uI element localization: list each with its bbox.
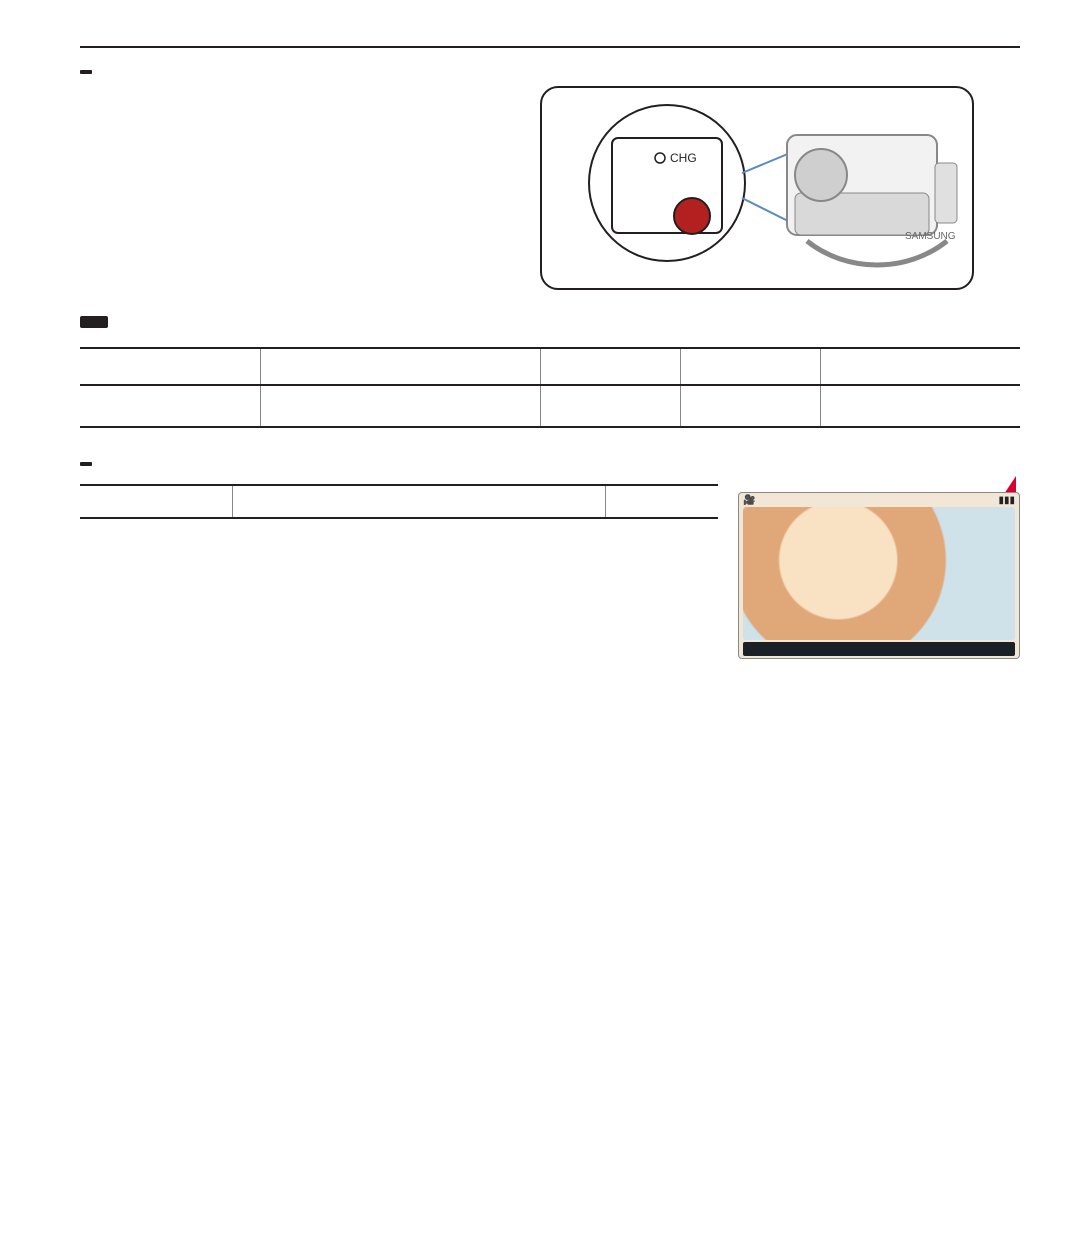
t1-h-charging (540, 348, 680, 385)
lcd-preview: 🎥 ▮▮▮ (738, 492, 1020, 659)
subsection-1-heading (80, 70, 1020, 74)
t1-cell-err (820, 385, 1020, 427)
t1-rowlabel (80, 385, 260, 427)
svg-text:CHG: CHG (670, 151, 697, 165)
t2-h-msg (606, 485, 719, 518)
battery-level-table (80, 484, 718, 519)
chg-indicator-label (80, 316, 108, 328)
t1-h-low (260, 348, 540, 385)
battery-indicator-icon: ▮▮▮ (998, 495, 1015, 507)
t1-h-full (680, 348, 820, 385)
led-dot-orange-icon (600, 392, 620, 412)
svg-text:SAMSUNG: SAMSUNG (905, 231, 956, 242)
t2-h-icon (80, 485, 233, 518)
t1-h-state (80, 348, 260, 385)
chapter-title (80, 40, 1020, 48)
subsection-2-heading (80, 462, 1020, 466)
t1-cell-low (260, 385, 540, 427)
camcorder-illustration: CHG SAMSUNG (540, 86, 974, 290)
t2-h-state (233, 485, 606, 518)
t1-cell-full (680, 385, 820, 427)
t1-cell-chg (540, 385, 680, 427)
led-color-table (80, 347, 1020, 428)
t1-h-error (820, 348, 1020, 385)
led-dot-green-icon (740, 392, 760, 412)
led-dot-red-blink-icon (910, 392, 930, 412)
led-dot-red-icon (390, 392, 410, 412)
